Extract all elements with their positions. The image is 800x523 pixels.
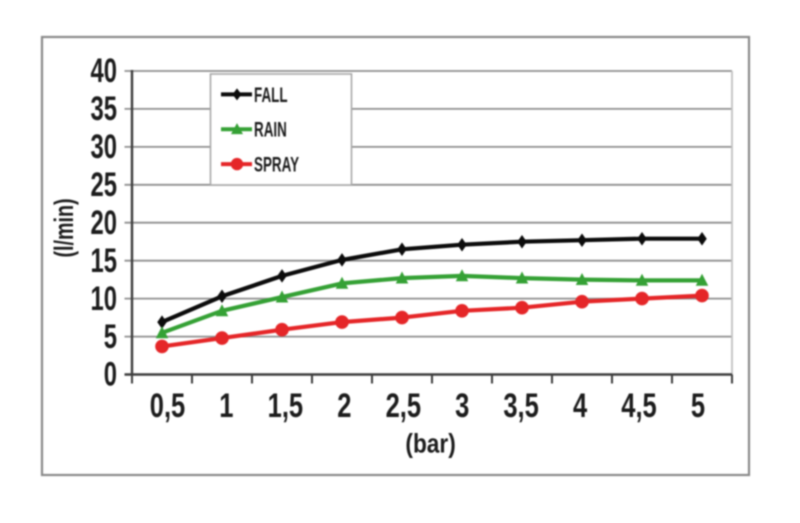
svg-text:2: 2 xyxy=(337,388,351,425)
svg-text:10: 10 xyxy=(91,280,117,318)
svg-text:5: 5 xyxy=(691,388,705,425)
svg-text:(bar): (bar) xyxy=(405,429,455,459)
svg-text:3,5: 3,5 xyxy=(503,388,538,425)
svg-text:4,5: 4,5 xyxy=(621,388,656,425)
svg-text:4: 4 xyxy=(573,388,587,425)
svg-text:2,5: 2,5 xyxy=(386,388,421,425)
svg-text:FALL: FALL xyxy=(254,83,288,107)
svg-text:40: 40 xyxy=(91,52,117,90)
svg-text:1: 1 xyxy=(219,388,233,425)
svg-text:(l/min): (l/min) xyxy=(50,198,80,257)
svg-text:25: 25 xyxy=(91,166,117,204)
svg-text:RAIN: RAIN xyxy=(254,118,287,142)
svg-text:15: 15 xyxy=(91,242,117,280)
svg-text:35: 35 xyxy=(91,90,117,128)
svg-text:30: 30 xyxy=(91,128,117,166)
svg-text:SPRAY: SPRAY xyxy=(254,152,299,176)
svg-text:0,5: 0,5 xyxy=(150,388,185,425)
svg-text:20: 20 xyxy=(91,204,117,242)
svg-text:3: 3 xyxy=(455,388,469,425)
svg-text:1,5: 1,5 xyxy=(268,388,303,425)
svg-text:0: 0 xyxy=(104,356,117,394)
svg-text:5: 5 xyxy=(104,318,117,356)
